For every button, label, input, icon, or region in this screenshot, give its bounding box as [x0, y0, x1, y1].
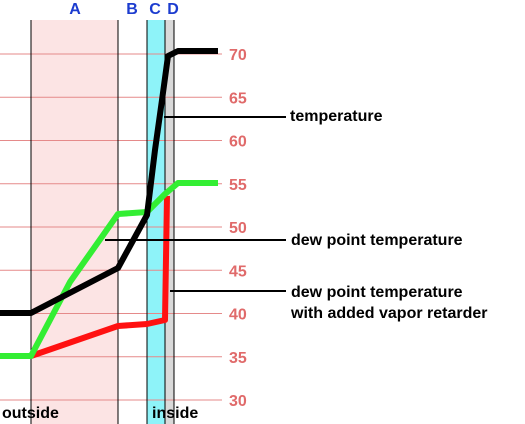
- tick-label: 45: [229, 263, 247, 280]
- tick-label: 35: [229, 350, 247, 367]
- tick-label: 55: [229, 177, 247, 194]
- inside-label: inside: [152, 405, 198, 422]
- scale-tick-labels: 70 65 60 55 50 45 40 35 30: [229, 47, 247, 410]
- outside-label: outside: [2, 405, 59, 422]
- dew-point-curve: [0, 180, 218, 359]
- layer-a-band: [31, 20, 118, 424]
- layer-d-label: D: [167, 1, 179, 18]
- tick-label: 50: [229, 220, 247, 237]
- dew-point-callout: dew point temperature: [291, 232, 463, 249]
- tick-label: 65: [229, 90, 247, 107]
- temperature-curve: [0, 48, 218, 316]
- leader-lines: [105, 116, 286, 292]
- layer-b-label: B: [126, 1, 138, 18]
- temperature-callout: temperature: [290, 108, 383, 125]
- dew-point-retarder-callout-line1: dew point temperature: [291, 284, 463, 301]
- layer-a-label: A: [69, 1, 81, 18]
- tick-label: 60: [229, 134, 247, 151]
- dew-point-retarder-callout-line2: with added vapor retarder: [290, 305, 488, 322]
- layer-c-label: C: [149, 1, 161, 18]
- gridlines: [0, 53, 222, 401]
- tick-label: 70: [229, 47, 247, 64]
- tick-label: 40: [229, 307, 247, 324]
- tick-label: 30: [229, 393, 247, 410]
